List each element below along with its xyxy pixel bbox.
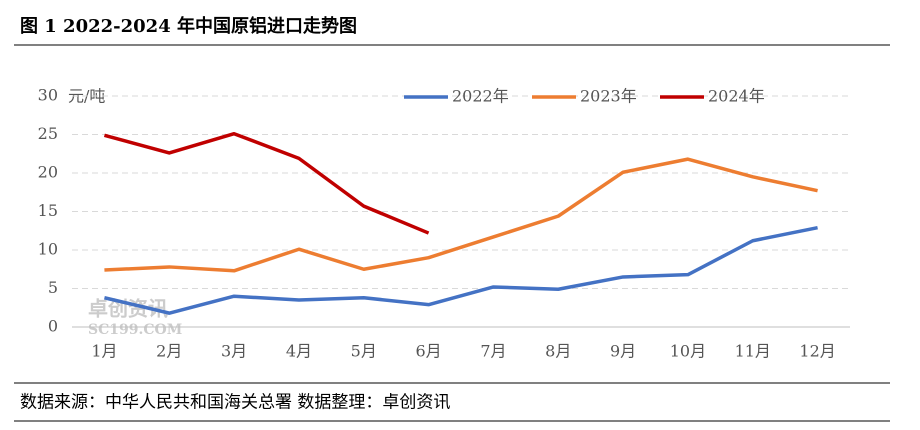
watermark: SC199.COM (88, 322, 182, 338)
y-tick-label: 0 (48, 317, 58, 336)
y-tick-label: 5 (48, 278, 58, 297)
series-line (104, 157, 818, 273)
x-tick-label: 1月 (91, 342, 117, 361)
x-tick-label: 11月 (735, 342, 771, 361)
x-tick-label: 10月 (670, 342, 706, 361)
y-tick-label: 10 (38, 240, 58, 259)
x-tick-label: 4月 (286, 342, 312, 361)
y-tick-label: 30 (38, 86, 58, 105)
x-tick-label: 5月 (351, 342, 377, 361)
y-tick-label: 20 (38, 163, 58, 182)
series-line (103, 131, 430, 235)
x-tick-label: 6月 (415, 342, 441, 361)
x-tick-label: 9月 (610, 342, 636, 361)
legend-label: 2024年 (708, 87, 765, 106)
chart-title: 图 1 2022-2024 年中国原铝进口走势图 (20, 15, 357, 37)
x-tick-label: 7月 (480, 342, 506, 361)
x-tick-label: 2月 (156, 342, 182, 361)
legend-label: 2023年 (580, 87, 637, 106)
y-tick-label: 15 (38, 201, 58, 220)
y-tick-label: 25 (38, 124, 58, 143)
source: 数据来源：中华人民共和国海关总署 数据整理：卓创资讯 (20, 393, 450, 413)
x-tick-label: 3月 (221, 342, 247, 361)
legend-label: 2022年 (452, 87, 509, 106)
x-tick-label: 8月 (545, 342, 571, 361)
x-tick-label: 12月 (799, 342, 835, 361)
series-line (104, 225, 818, 315)
